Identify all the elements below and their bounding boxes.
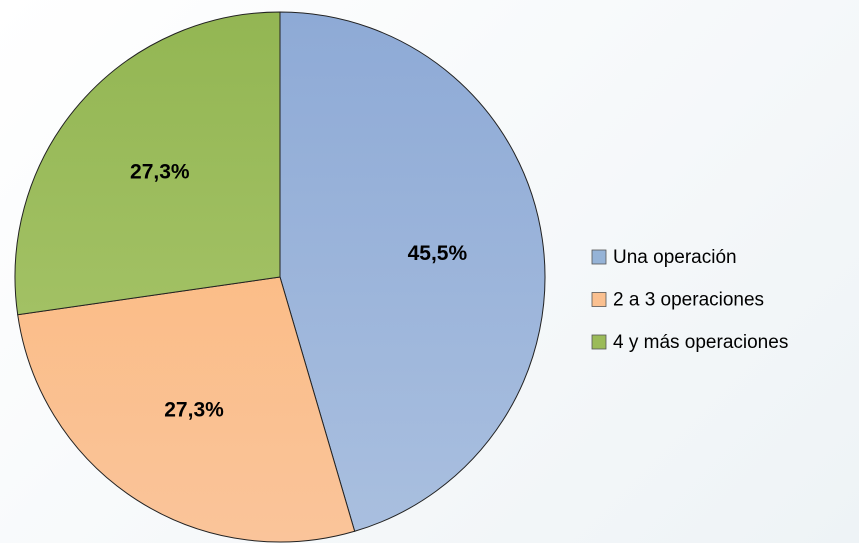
legend-swatch — [591, 292, 607, 307]
legend-label: Una operación — [613, 247, 737, 268]
pie-slice — [17, 276, 356, 543]
pie-slice — [14, 11, 281, 316]
legend-label: 4 y más operaciones — [613, 332, 788, 353]
legend-swatch — [591, 249, 607, 265]
data-label: 27,3% — [130, 160, 190, 183]
legend-label: 2 a 3 operaciones — [613, 290, 764, 311]
pie-slice — [279, 11, 546, 532]
legend-swatch — [591, 334, 607, 350]
data-label: 27,3% — [164, 398, 224, 421]
data-label: 45,5% — [408, 242, 468, 265]
